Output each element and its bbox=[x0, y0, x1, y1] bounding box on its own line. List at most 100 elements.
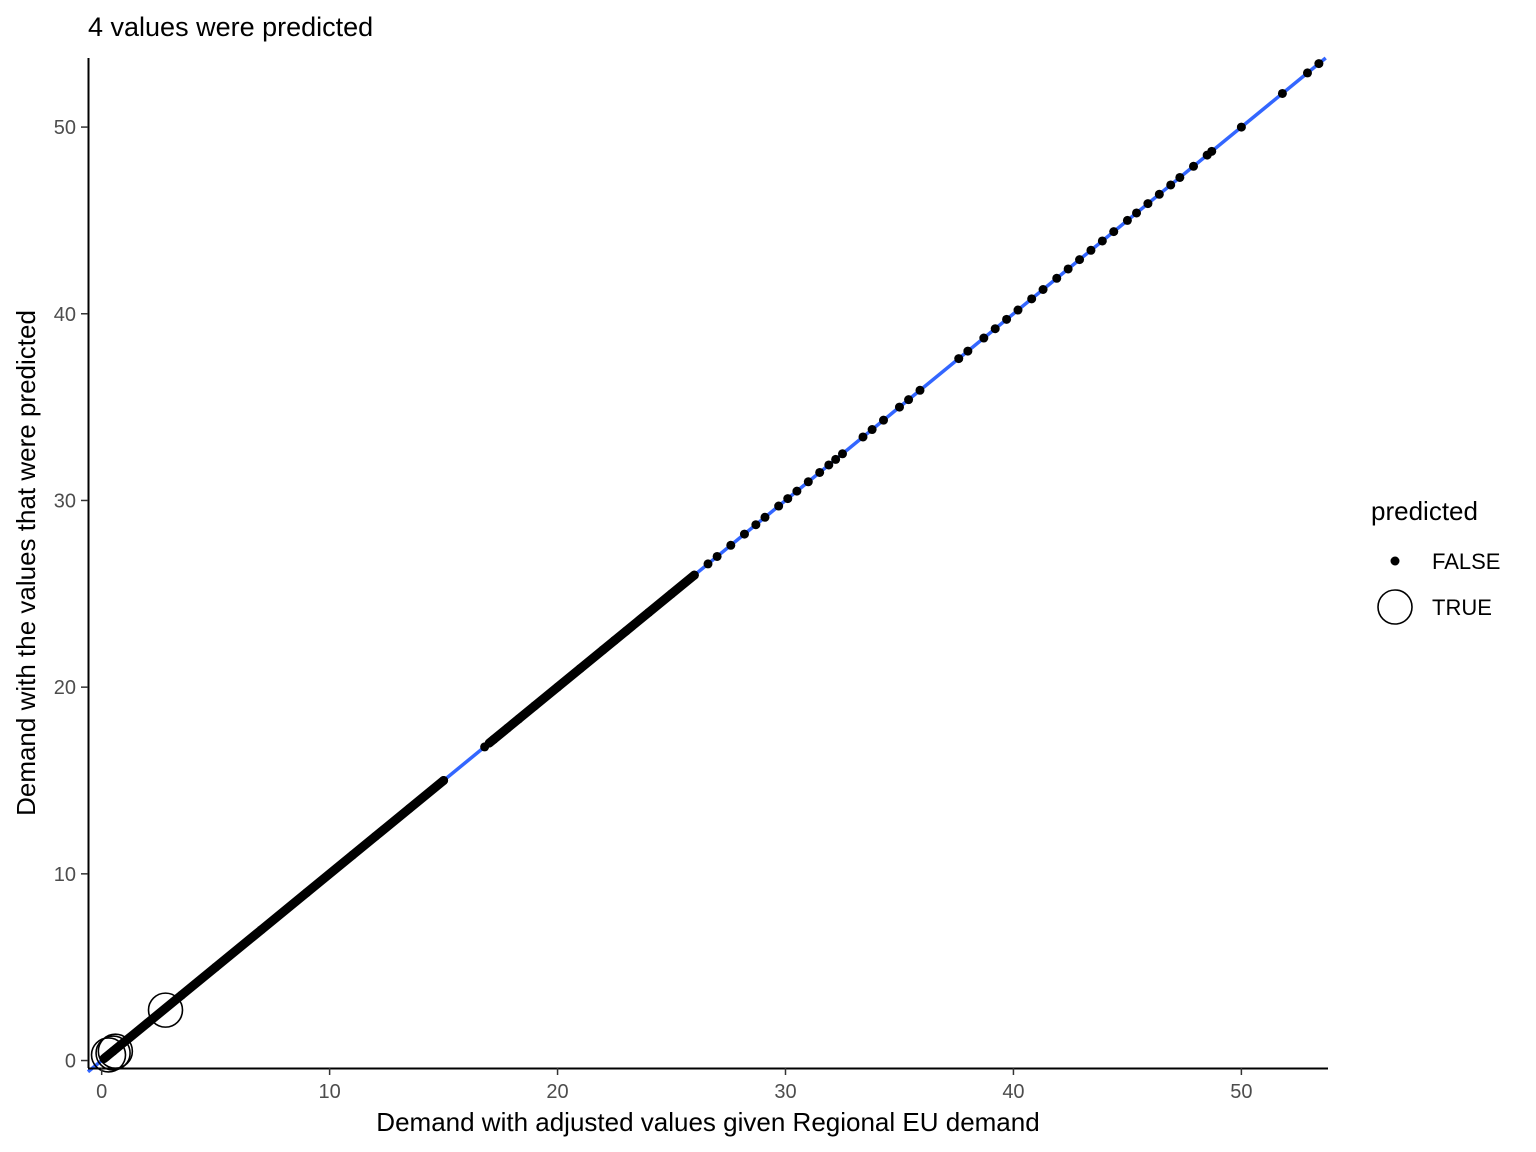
x-axis-ticks: 0 10 20 30 40 50 bbox=[96, 1068, 1253, 1103]
point-false-54 bbox=[1063, 264, 1073, 274]
point-true-3 bbox=[147, 992, 184, 1028]
point-false-16 bbox=[530, 701, 540, 711]
legend-false-marker bbox=[1390, 556, 1400, 566]
point-false-27 bbox=[726, 540, 736, 550]
dense-point-band-1 bbox=[484, 570, 699, 748]
point-false-52 bbox=[1038, 284, 1048, 294]
point-false-53 bbox=[1052, 273, 1062, 283]
y-tick-label-10: 10 bbox=[54, 864, 76, 886]
point-false-30 bbox=[760, 512, 770, 522]
point-false-62 bbox=[1154, 189, 1164, 199]
point-false-14 bbox=[502, 723, 512, 733]
point-false-8 bbox=[347, 850, 357, 860]
point-false-51 bbox=[1027, 294, 1037, 304]
point-false-35 bbox=[815, 467, 825, 477]
y-axis-title: Demand with the values that were predict… bbox=[11, 310, 41, 816]
x-tick-label-10: 10 bbox=[318, 1081, 340, 1103]
point-false-37 bbox=[831, 454, 841, 464]
legend-false-label: FALSE bbox=[1432, 549, 1500, 574]
point-false-3 bbox=[142, 1018, 152, 1028]
point-false-13 bbox=[489, 734, 499, 744]
point-false-12 bbox=[480, 742, 490, 752]
point-true-0 bbox=[90, 1037, 127, 1073]
point-false-68 bbox=[1236, 122, 1246, 132]
point-false-21 bbox=[621, 626, 631, 636]
point-false-33 bbox=[792, 486, 802, 496]
point-false-23 bbox=[667, 589, 677, 599]
point-false-31 bbox=[774, 501, 784, 511]
point-false-7 bbox=[302, 888, 312, 898]
point-false-56 bbox=[1086, 245, 1096, 255]
y-tick-label-20: 20 bbox=[54, 677, 76, 699]
point-false-4 bbox=[176, 990, 186, 1000]
point-false-58 bbox=[1109, 227, 1119, 237]
point-false-1 bbox=[108, 1046, 118, 1056]
point-false-57 bbox=[1097, 236, 1107, 246]
point-false-26 bbox=[712, 551, 722, 561]
point-false-59 bbox=[1122, 215, 1132, 225]
point-false-18 bbox=[575, 663, 585, 673]
point-false-38 bbox=[837, 449, 847, 459]
point-false-6 bbox=[256, 925, 266, 935]
point-false-55 bbox=[1075, 255, 1085, 265]
point-false-41 bbox=[879, 415, 889, 425]
point-false-70 bbox=[1302, 68, 1312, 78]
point-false-28 bbox=[739, 529, 749, 539]
x-tick-label-30: 30 bbox=[774, 1081, 796, 1103]
chart-title: 4 values were predicted bbox=[88, 12, 373, 42]
point-false-42 bbox=[894, 402, 904, 412]
x-tick-label-0: 0 bbox=[96, 1081, 107, 1103]
y-axis-ticks: 0 10 20 30 40 50 bbox=[54, 117, 88, 1073]
point-false-71 bbox=[1314, 59, 1324, 69]
point-false-40 bbox=[867, 425, 877, 435]
dense-point-band-0 bbox=[99, 775, 449, 1064]
plot-area bbox=[86, 56, 1327, 1074]
legend-true-label: TRUE bbox=[1432, 595, 1492, 620]
point-false-43 bbox=[904, 395, 914, 405]
point-false-0 bbox=[101, 1052, 111, 1062]
point-false-25 bbox=[703, 559, 713, 569]
point-false-10 bbox=[404, 803, 414, 813]
point-false-44 bbox=[915, 385, 925, 395]
point-false-20 bbox=[610, 635, 620, 645]
point-false-46 bbox=[963, 346, 973, 356]
point-false-5 bbox=[211, 962, 221, 972]
point-false-50 bbox=[1013, 305, 1023, 315]
y-tick-label-30: 30 bbox=[54, 490, 76, 512]
point-false-15 bbox=[514, 714, 524, 724]
legend: predicted FALSE TRUE bbox=[1371, 496, 1500, 625]
point-false-48 bbox=[990, 324, 1000, 334]
x-tick-label-40: 40 bbox=[1002, 1081, 1024, 1103]
x-axis-title: Demand with adjusted values given Region… bbox=[376, 1107, 1039, 1137]
point-false-61 bbox=[1143, 199, 1153, 209]
point-false-65 bbox=[1189, 161, 1199, 171]
point-false-49 bbox=[1002, 314, 1012, 324]
point-false-67 bbox=[1207, 146, 1217, 156]
point-false-22 bbox=[644, 607, 654, 617]
point-false-36 bbox=[824, 460, 834, 470]
point-true-1 bbox=[95, 1035, 131, 1071]
point-false-19 bbox=[598, 645, 608, 655]
point-false-9 bbox=[370, 832, 380, 842]
point-false-39 bbox=[858, 432, 868, 442]
point-false-11 bbox=[439, 775, 449, 785]
point-false-63 bbox=[1166, 180, 1176, 190]
point-false-17 bbox=[553, 682, 563, 692]
legend-true-marker bbox=[1377, 589, 1413, 625]
point-false-45 bbox=[954, 354, 964, 364]
point-false-64 bbox=[1175, 172, 1185, 182]
point-false-47 bbox=[979, 333, 989, 343]
x-tick-label-20: 20 bbox=[546, 1081, 568, 1103]
point-false-29 bbox=[751, 520, 761, 530]
y-tick-label-0: 0 bbox=[65, 1051, 76, 1073]
x-tick-label-50: 50 bbox=[1230, 1081, 1252, 1103]
point-false-69 bbox=[1277, 88, 1287, 98]
y-tick-label-40: 40 bbox=[54, 304, 76, 326]
legend-title: predicted bbox=[1371, 496, 1478, 526]
point-false-32 bbox=[783, 494, 793, 504]
point-false-34 bbox=[803, 477, 813, 487]
y-tick-label-50: 50 bbox=[54, 117, 76, 139]
point-false-24 bbox=[689, 570, 699, 580]
point-false-60 bbox=[1132, 208, 1142, 218]
